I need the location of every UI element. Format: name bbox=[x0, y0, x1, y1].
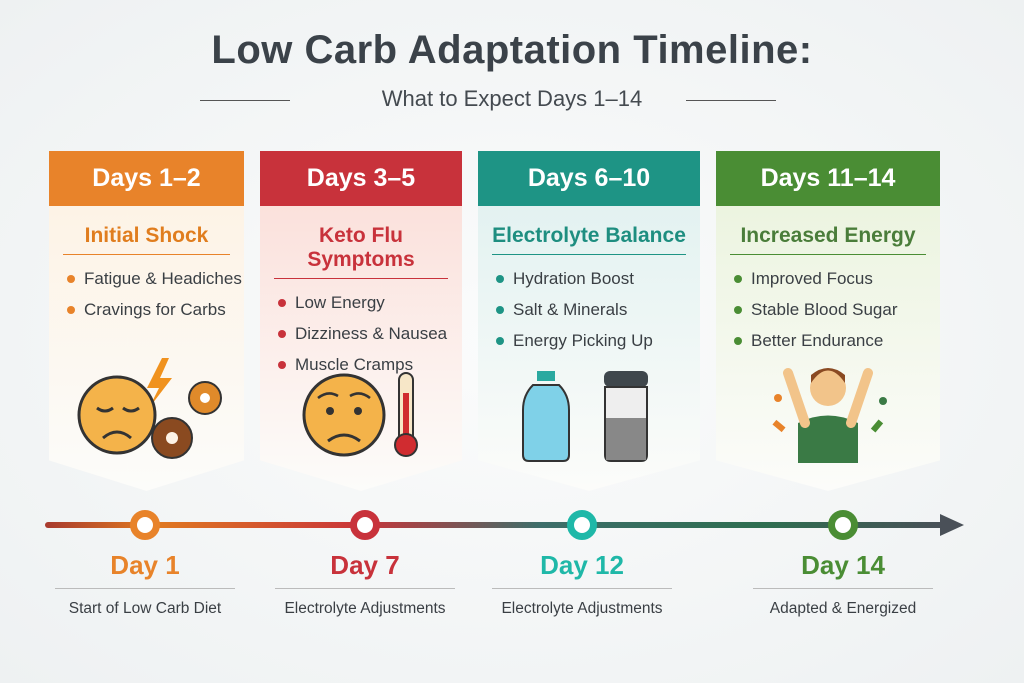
phase-card: Days 1–2 Initial Shock Fatigue & Headiche… bbox=[49, 151, 244, 491]
milestone-caption: Electrolyte Adjustments bbox=[284, 600, 446, 617]
item-label: Muscle Cramps bbox=[295, 355, 414, 374]
milestone-marker bbox=[828, 510, 858, 540]
phase-title: Initial Shock bbox=[63, 224, 230, 255]
phase-card: Days 11–14 Increased Energy Improved Focu… bbox=[716, 151, 940, 491]
divider bbox=[200, 100, 290, 101]
symptom-list: Fatigue & Headiches Cravings for Carbs bbox=[67, 269, 244, 320]
list-item: Better Endurance bbox=[734, 331, 940, 351]
item-label: Salt & Minerals bbox=[513, 300, 628, 319]
bullet-icon bbox=[496, 306, 504, 314]
page-title: Low Carb Adaptation Timeline: bbox=[211, 28, 813, 72]
phase-header: Days 1–2 bbox=[49, 151, 244, 206]
symptom-list: Improved Focus Stable Blood Sugar Better E… bbox=[734, 269, 940, 351]
symptom-list: Low Energy Dizziness & Nausea Muscle Cramp… bbox=[278, 293, 462, 375]
phase-title: Increased Energy bbox=[730, 224, 926, 255]
item-label: Cravings for Carbs bbox=[84, 300, 226, 319]
list-item: Improved Focus bbox=[734, 269, 940, 289]
bullet-icon bbox=[278, 361, 286, 369]
sick-face-thermometer-icon bbox=[260, 353, 462, 463]
bullet-icon bbox=[496, 275, 504, 283]
item-label: Better Endurance bbox=[751, 331, 884, 350]
milestone-day: Day 12 bbox=[540, 550, 624, 580]
list-item: Cravings for Carbs bbox=[67, 300, 244, 320]
milestone-marker bbox=[567, 510, 597, 540]
milestone-day: Day 14 bbox=[801, 550, 885, 580]
arrow-icon bbox=[940, 514, 964, 536]
milestone-day: Day 7 bbox=[330, 550, 400, 580]
bullet-icon bbox=[734, 337, 742, 345]
list-item: Energy Picking Up bbox=[496, 331, 700, 351]
phase-header: Days 11–14 bbox=[716, 151, 940, 206]
list-item: Stable Blood Sugar bbox=[734, 300, 940, 320]
divider bbox=[275, 588, 455, 589]
item-label: Fatigue & Headiches bbox=[84, 269, 242, 288]
item-label: Improved Focus bbox=[751, 269, 873, 288]
milestone-marker bbox=[350, 510, 380, 540]
item-label: Dizziness & Nausea bbox=[295, 324, 448, 343]
bullet-icon bbox=[734, 306, 742, 314]
divider bbox=[686, 100, 776, 101]
list-item: Muscle Cramps bbox=[278, 355, 462, 375]
phase-card: Days 3–5 Keto Flu Symptoms Low Energy Dizz… bbox=[260, 151, 462, 491]
bullet-icon bbox=[278, 299, 286, 307]
water-bottle-salt-shaker-icon bbox=[478, 363, 700, 463]
phase-card: Days 6–10 Electrolyte Balance Hydration B… bbox=[478, 151, 700, 491]
milestone-day: Day 1 bbox=[110, 550, 180, 580]
list-item: Dizziness & Nausea bbox=[278, 324, 462, 344]
tired-face-donuts-icon bbox=[49, 353, 244, 463]
bullet-icon bbox=[67, 275, 75, 283]
list-item: Salt & Minerals bbox=[496, 300, 700, 320]
bullet-icon bbox=[67, 306, 75, 314]
phase-title: Electrolyte Balance bbox=[492, 224, 686, 255]
divider bbox=[55, 588, 235, 589]
item-label: Stable Blood Sugar bbox=[751, 300, 898, 319]
bullet-icon bbox=[734, 275, 742, 283]
list-item: Low Energy bbox=[278, 293, 462, 313]
milestone-caption: Adapted & Energized bbox=[769, 600, 917, 617]
symptom-list: Hydration Boost Salt & Minerals Energy Pic… bbox=[496, 269, 700, 351]
item-label: Energy Picking Up bbox=[513, 331, 653, 350]
bullet-icon bbox=[496, 337, 504, 345]
timeline-bar bbox=[45, 522, 945, 528]
divider bbox=[492, 588, 672, 589]
milestone-caption: Electrolyte Adjustments bbox=[501, 600, 663, 617]
phase-header: Days 6–10 bbox=[478, 151, 700, 206]
bullet-icon bbox=[278, 330, 286, 338]
celebrating-person-icon bbox=[716, 353, 940, 463]
list-item: Fatigue & Headiches bbox=[67, 269, 244, 289]
item-label: Low Energy bbox=[295, 293, 385, 312]
phase-header: Days 3–5 bbox=[260, 151, 462, 206]
list-item: Hydration Boost bbox=[496, 269, 700, 289]
milestone-caption: Start of Low Carb Diet bbox=[68, 600, 222, 617]
phase-title: Keto Flu Symptoms bbox=[274, 224, 448, 279]
milestone-marker bbox=[130, 510, 160, 540]
divider bbox=[753, 588, 933, 589]
item-label: Hydration Boost bbox=[513, 269, 634, 288]
page-subtitle: What to Expect Days 1–14 bbox=[381, 86, 643, 111]
